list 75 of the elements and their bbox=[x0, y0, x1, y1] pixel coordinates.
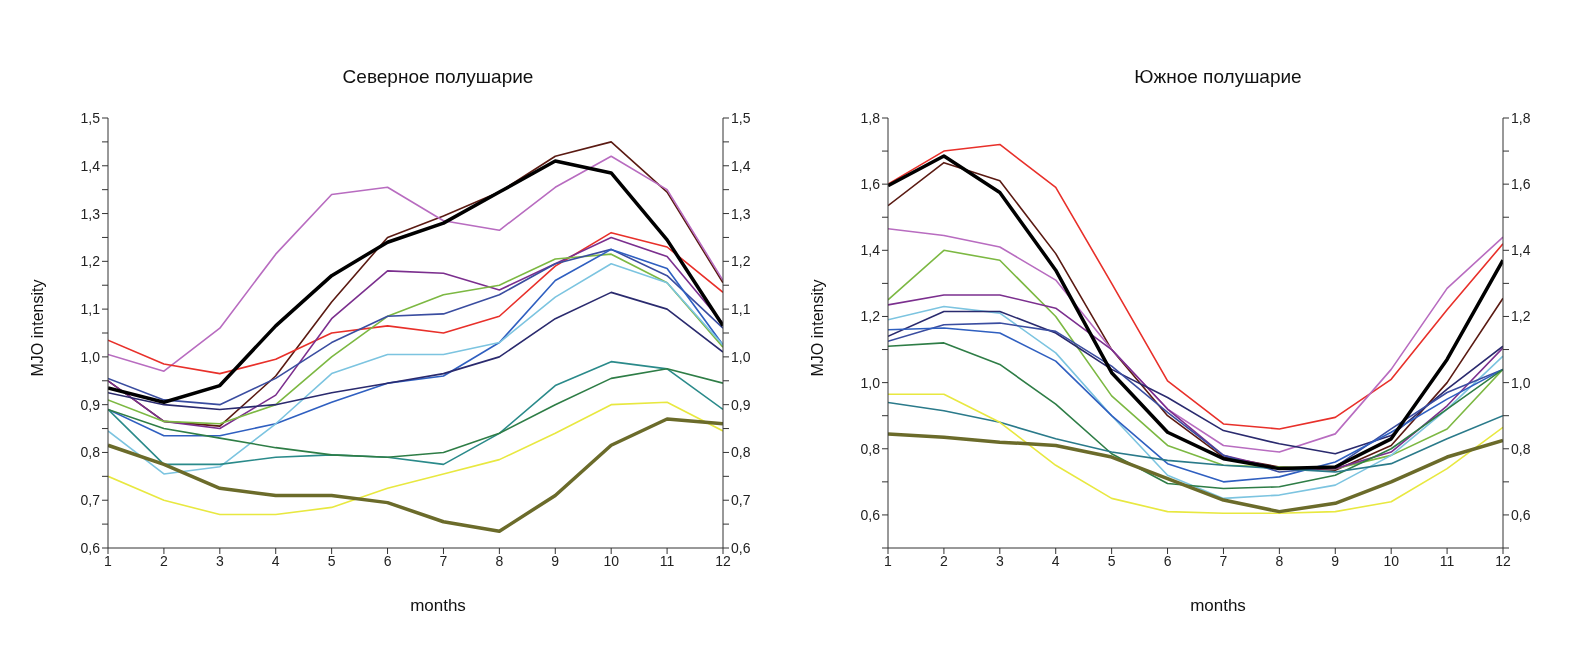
y-tick-label: 0,8 bbox=[860, 440, 881, 457]
x-tick-label: 8 bbox=[495, 552, 504, 569]
y2-tick-label: 0,6 bbox=[1511, 506, 1531, 523]
y-tick-label: 0,9 bbox=[80, 396, 101, 413]
y2-tick-label: 1,5 bbox=[731, 109, 751, 126]
x-tick-label: 5 bbox=[327, 552, 336, 569]
y2-tick-label: 1,0 bbox=[731, 348, 751, 365]
line-series bbox=[888, 432, 1503, 514]
x-tick-label: 4 bbox=[271, 552, 280, 569]
x-tick-label: 2 bbox=[940, 552, 949, 569]
x-axis-title: months bbox=[1189, 596, 1247, 616]
x-tick-label: 2 bbox=[160, 552, 169, 569]
y2-tick-label: 1,2 bbox=[1511, 308, 1531, 325]
x-tick-label: 1 bbox=[104, 552, 113, 569]
x-tick-label: 12 bbox=[1495, 552, 1511, 569]
x-tick-label: 11 bbox=[1439, 552, 1455, 569]
y2-tick-label: 1,0 bbox=[1511, 374, 1531, 391]
y-tick-label: 1,1 bbox=[80, 301, 101, 318]
line-series bbox=[888, 305, 1503, 500]
x-tick-label: 4 bbox=[1051, 552, 1060, 569]
y-tick-label: 0,8 bbox=[80, 444, 101, 461]
y-tick-label: 1,3 bbox=[80, 205, 101, 222]
y2-tick-label: 0,9 bbox=[731, 396, 751, 413]
y-tick-label: 1,4 bbox=[860, 242, 881, 259]
x-tick-label: 3 bbox=[995, 552, 1004, 569]
y-tick-label: 1,0 bbox=[860, 374, 881, 391]
y2-tick-label: 0,7 bbox=[731, 492, 751, 509]
line-series bbox=[888, 401, 1503, 473]
y2-tick-label: 0,6 bbox=[731, 539, 751, 556]
y-tick-label: 1,0 bbox=[80, 348, 101, 365]
y2-tick-label: 1,4 bbox=[1511, 242, 1531, 259]
x-tick-label: 12 bbox=[715, 552, 731, 569]
x-tick-label: 7 bbox=[1219, 552, 1228, 569]
y2-tick-label: 1,6 bbox=[1511, 176, 1531, 193]
x-tick-label: 9 bbox=[1331, 552, 1340, 569]
y2-tick-label: 1,1 bbox=[731, 301, 751, 318]
x-tick-label: 8 bbox=[1275, 552, 1284, 569]
y-tick-label: 1,2 bbox=[80, 253, 101, 270]
y-tick-label: 0,6 bbox=[80, 539, 101, 556]
line-series bbox=[888, 393, 1503, 515]
x-tick-label: 1 bbox=[884, 552, 893, 569]
y-axis-title: MJO intensity bbox=[29, 279, 47, 377]
line-series bbox=[108, 417, 723, 534]
y2-tick-label: 0,8 bbox=[731, 444, 751, 461]
line-series bbox=[108, 262, 723, 475]
x-axis-title: months bbox=[409, 596, 467, 616]
chart-title: Северное полушарие bbox=[341, 66, 535, 88]
y-tick-label: 1,6 bbox=[860, 176, 881, 193]
y2-tick-label: 1,8 bbox=[1511, 109, 1531, 126]
y-tick-label: 0,6 bbox=[860, 506, 881, 523]
y2-tick-label: 0,8 bbox=[1511, 440, 1531, 457]
y-axis-title: MJO intensity bbox=[809, 279, 827, 377]
y-tick-label: 1,8 bbox=[860, 109, 881, 126]
x-tick-label: 9 bbox=[551, 552, 560, 569]
y-tick-label: 1,2 bbox=[860, 308, 881, 325]
x-tick-label: 11 bbox=[659, 552, 675, 569]
x-tick-label: 10 bbox=[603, 552, 620, 569]
x-tick-label: 7 bbox=[439, 552, 448, 569]
x-tick-label: 3 bbox=[215, 552, 224, 569]
y-tick-label: 1,5 bbox=[80, 109, 101, 126]
x-tick-label: 5 bbox=[1107, 552, 1116, 569]
line-series bbox=[108, 231, 723, 375]
chart-title: Южное полушарие bbox=[1133, 66, 1303, 88]
x-tick-label: 10 bbox=[1383, 552, 1400, 569]
y-tick-label: 0,7 bbox=[80, 492, 101, 509]
y2-tick-label: 1,3 bbox=[731, 205, 751, 222]
line-series bbox=[108, 401, 723, 516]
y2-tick-label: 1,2 bbox=[731, 253, 751, 270]
line-series bbox=[888, 143, 1503, 430]
line-series bbox=[888, 310, 1503, 455]
line-series bbox=[108, 291, 723, 411]
x-tick-label: 6 bbox=[383, 552, 392, 569]
x-tick-label: 6 bbox=[1163, 552, 1172, 569]
y2-tick-label: 1,4 bbox=[731, 157, 751, 174]
y-tick-label: 1,4 bbox=[80, 157, 101, 174]
